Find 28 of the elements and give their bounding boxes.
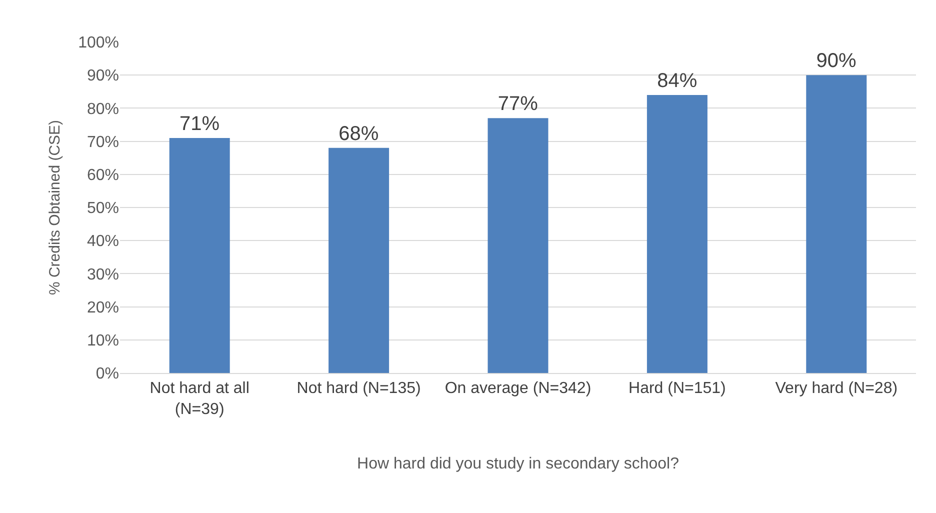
y-tick-label: 70%	[86, 134, 119, 151]
data-label: 84%	[657, 70, 698, 92]
x-tick-label: On average (N=342)	[444, 380, 592, 398]
y-tick-label: 60%	[86, 167, 119, 184]
y-tick-label: 90%	[86, 68, 119, 85]
y-tick-label: 0%	[96, 366, 119, 383]
y-tick-label: 40%	[86, 233, 119, 250]
y-tick-label: 30%	[86, 266, 119, 284]
y-tick-label: 20%	[86, 299, 119, 316]
y-tick-label: 50%	[86, 200, 119, 218]
y-axis-title: % Credits Obtained (CSE)	[46, 120, 64, 296]
y-tick-label: 80%	[86, 100, 119, 118]
bar	[328, 148, 390, 373]
x-tick-label: Hard (N=151)	[628, 380, 726, 398]
data-label: 68%	[338, 122, 379, 145]
x-tick-label: Not hard (N=135)	[296, 380, 421, 398]
data-label: 77%	[498, 93, 538, 116]
data-label: 90%	[816, 50, 857, 72]
y-tick-label: 10%	[86, 332, 119, 350]
data-label: 71%	[179, 112, 220, 135]
x-axis-title: How hard did you study in secondary school?	[357, 456, 680, 473]
x-tick-label: Very hard (N=28)	[775, 380, 898, 398]
x-tick-label: Not hard at all (N=39)	[150, 380, 250, 418]
y-tick-label: 100%	[78, 34, 119, 52]
bar	[169, 138, 230, 373]
bar	[488, 118, 548, 373]
bar	[646, 94, 708, 373]
bar	[806, 75, 867, 373]
